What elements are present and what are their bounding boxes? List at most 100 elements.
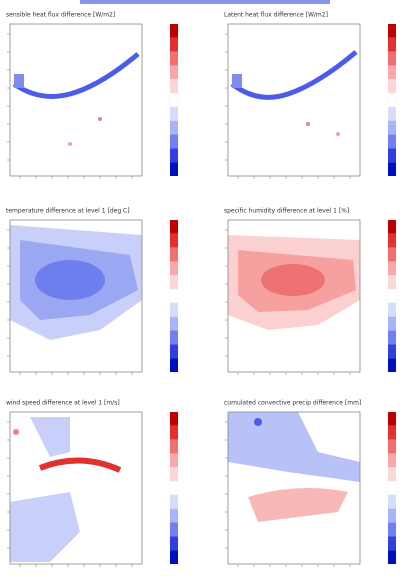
colorbar-segment [388, 24, 396, 38]
panel: Latent heat flux difference [W/m2] [224, 12, 397, 179]
field-shape [30, 417, 70, 457]
colorbar-segment [388, 247, 396, 262]
field-shape [35, 260, 105, 300]
colorbar-segment [170, 65, 178, 80]
colorbar-segment [388, 494, 396, 509]
colorbar-segment [388, 261, 396, 276]
map-frame [227, 219, 361, 373]
map-frame [9, 411, 143, 565]
panel-title: sensible heat flux difference [W/m2] [6, 12, 115, 19]
panel-title: wind speed difference at level 1 [m/s] [6, 400, 120, 407]
colorbar-segment [170, 508, 178, 523]
colorbar-segment [169, 480, 179, 496]
colorbar-segment [388, 467, 396, 482]
map-frame [9, 219, 143, 373]
field [228, 235, 360, 330]
colorbar-segment [388, 522, 396, 537]
colorbar-segment [388, 358, 396, 372]
field [230, 50, 358, 136]
colorbar-segment [387, 288, 397, 304]
colorbar [169, 220, 179, 372]
colorbar-segment [388, 412, 396, 426]
colorbar-segment [170, 24, 178, 38]
colorbar-segment [170, 453, 178, 468]
colorbar-segment [170, 316, 178, 331]
panel-title: temperature difference at level 1 [deg C… [6, 208, 130, 215]
colorbar-segment [170, 467, 178, 482]
colorbar-segment [170, 233, 178, 248]
panel: temperature difference at level 1 [deg C… [6, 208, 179, 375]
colorbar-segment [170, 37, 178, 52]
colorbar-segment [170, 439, 178, 454]
colorbar-segment [388, 79, 396, 94]
colorbar-segment [388, 37, 396, 52]
colorbar-segment [170, 120, 178, 135]
field-shape [261, 264, 325, 296]
colorbar-segment [388, 536, 396, 551]
panel-title: Latent heat flux difference [W/m2] [224, 12, 328, 19]
colorbar-segment [170, 261, 178, 276]
colorbar-segment [388, 508, 396, 523]
field-shape [232, 74, 242, 88]
panel: sensible heat flux difference [W/m2] [6, 12, 179, 179]
colorbar-segment [169, 288, 179, 304]
colorbar-segment [388, 330, 396, 345]
cut-header [80, 0, 330, 4]
field [10, 225, 142, 340]
field-shape [10, 492, 80, 562]
colorbar [169, 24, 179, 176]
colorbar-segment [388, 120, 396, 135]
colorbar-segment [170, 51, 178, 66]
panel: cumulated convective precip difference [… [224, 400, 397, 567]
colorbar-segment [170, 330, 178, 345]
field-shape [254, 418, 262, 426]
colorbar-segment [387, 92, 397, 108]
colorbar-segment [388, 162, 396, 176]
colorbar-segment [170, 536, 178, 551]
colorbar-segment [388, 439, 396, 454]
field [10, 417, 122, 562]
colorbar-segment [388, 134, 396, 149]
colorbar-segment [170, 412, 178, 426]
colorbar [387, 220, 397, 372]
field [12, 52, 140, 146]
colorbar-segment [170, 425, 178, 440]
colorbar-segment [388, 425, 396, 440]
colorbar-segment [388, 51, 396, 66]
map-frame [227, 411, 361, 565]
colorbar-segment [170, 494, 178, 509]
field-shape [306, 122, 310, 126]
map-frame [9, 23, 143, 177]
colorbar-segment [170, 220, 178, 234]
colorbar-segment [170, 162, 178, 176]
field-shape [336, 132, 340, 136]
colorbar [169, 412, 179, 564]
colorbar-segment [388, 302, 396, 317]
field-shape [248, 488, 348, 522]
colorbar-segment [388, 220, 396, 234]
colorbar-segment [170, 275, 178, 290]
panel-title: cumulated convective precip difference [… [224, 400, 361, 407]
colorbar [387, 24, 397, 176]
colorbar-segment [170, 302, 178, 317]
colorbar-segment [170, 247, 178, 262]
colorbar-segment [388, 233, 396, 248]
panel: specific humidity difference at level 1 … [224, 208, 397, 375]
colorbar-segment [388, 344, 396, 359]
colorbar-segment [170, 79, 178, 94]
field [228, 412, 360, 522]
field-shape [13, 429, 19, 435]
field-shape [230, 50, 358, 100]
panel: wind speed difference at level 1 [m/s] [6, 400, 179, 567]
field-shape [98, 117, 102, 121]
colorbar-segment [388, 453, 396, 468]
colorbar-segment [170, 522, 178, 537]
colorbar-segment [388, 65, 396, 80]
colorbar-segment [170, 134, 178, 149]
panel-title: specific humidity difference at level 1 … [224, 208, 349, 215]
colorbar [387, 412, 397, 564]
colorbar-segment [388, 550, 396, 564]
colorbar-segment [170, 106, 178, 121]
colorbar-segment [170, 148, 178, 163]
